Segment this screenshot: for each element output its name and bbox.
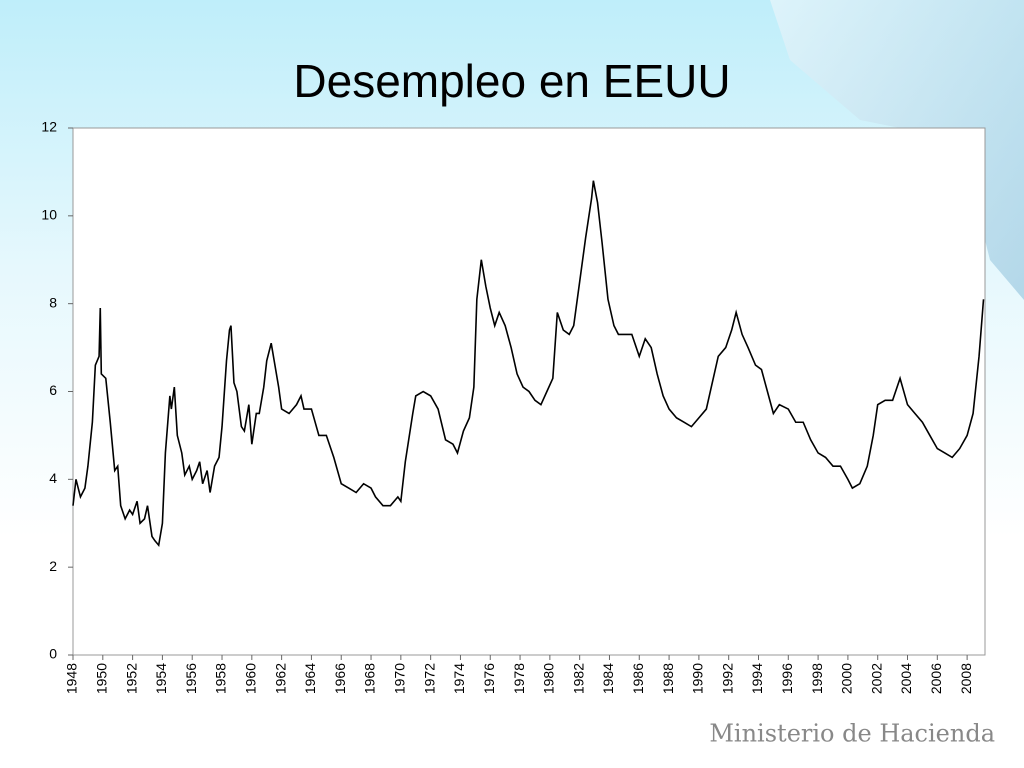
y-tick-label: 10 bbox=[41, 207, 57, 223]
footer-logo: Ministerio de Hacienda bbox=[709, 720, 995, 748]
x-tick-label: 1958 bbox=[213, 663, 229, 694]
y-tick-label: 2 bbox=[49, 558, 57, 574]
x-tick-label: 1968 bbox=[362, 663, 378, 694]
y-tick-label: 8 bbox=[49, 294, 57, 310]
x-tick-label: 1954 bbox=[153, 663, 169, 694]
x-tick-label: 2008 bbox=[958, 663, 974, 694]
x-tick-label: 1970 bbox=[392, 663, 408, 694]
x-tick-label: 1990 bbox=[690, 663, 706, 694]
data-line bbox=[72, 180, 985, 548]
x-tick-label: 1986 bbox=[630, 663, 646, 694]
building-decoration bbox=[770, 0, 1024, 300]
x-tick-label: 1976 bbox=[481, 663, 497, 694]
x-tick-label: 1974 bbox=[451, 663, 467, 694]
x-tick-label: 1952 bbox=[123, 663, 139, 694]
x-tick-label: 1950 bbox=[94, 663, 110, 694]
x-tick-label: 1988 bbox=[660, 663, 676, 694]
x-tick-label: 2002 bbox=[868, 663, 884, 694]
x-tick-label: 1978 bbox=[511, 663, 527, 694]
x-tick-label: 2004 bbox=[898, 663, 914, 694]
x-tick-label: 1948 bbox=[64, 663, 80, 694]
x-tick-label: 1982 bbox=[570, 663, 586, 694]
x-tick-label: 1964 bbox=[302, 663, 318, 694]
chart-title: Desempleo en EEUU bbox=[293, 55, 730, 107]
x-tick-label: 1972 bbox=[421, 663, 437, 694]
x-tick-label: 1992 bbox=[719, 663, 735, 694]
x-tick-label: 1956 bbox=[183, 663, 199, 694]
x-tick-label: 1994 bbox=[749, 663, 765, 694]
x-tick-label: 2006 bbox=[928, 663, 944, 694]
y-tick-label: 6 bbox=[49, 382, 57, 398]
x-tick-label: 1984 bbox=[600, 663, 616, 694]
x-tick-label: 1980 bbox=[541, 663, 557, 694]
x-tick-label: 1960 bbox=[243, 663, 259, 694]
y-tick-label: 0 bbox=[49, 646, 57, 662]
x-tick-label: 1962 bbox=[272, 663, 288, 694]
y-tick-label: 12 bbox=[41, 119, 57, 135]
x-tick-label: 1966 bbox=[332, 663, 348, 694]
y-tick-label: 4 bbox=[49, 470, 57, 486]
x-tick-label: 1998 bbox=[809, 663, 825, 694]
x-tick-label: 1996 bbox=[779, 663, 795, 694]
x-tick-label: 2000 bbox=[839, 663, 855, 694]
